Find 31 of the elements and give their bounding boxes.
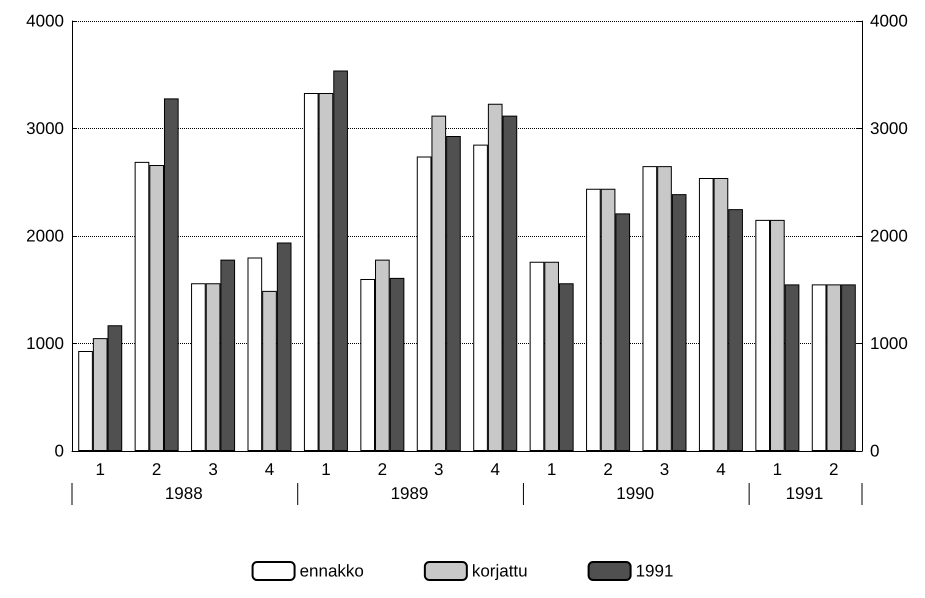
x-tick-label: 2 [152, 460, 162, 479]
x-tick-label: 4 [716, 460, 726, 479]
x-tick-label: 3 [434, 460, 444, 479]
text: 1989 [390, 484, 428, 503]
y-tick-label: 4000 [26, 12, 64, 30]
y2-tick-label: 1000 [870, 334, 908, 353]
x-tick-label: 1 [321, 460, 331, 479]
x-tick-label: 1 [772, 460, 782, 479]
legend-label: 1991 [786, 484, 824, 503]
y2-tick-label: 2000 [870, 226, 908, 246]
text: 1988 [164, 484, 203, 503]
y-tick-label: 0 [54, 442, 64, 460]
x-tick-label: 2 [378, 460, 388, 479]
y2-tick-label: 0 [870, 442, 880, 460]
x-tick-label: 4 [264, 460, 274, 479]
y2-tick-label: 3000 [870, 119, 908, 138]
y2-tick-label: 4000 [870, 12, 908, 30]
x-tick-label: 1 [95, 460, 105, 479]
y-tick-label: 2000 [26, 226, 64, 246]
text: 1991 [636, 562, 674, 580]
x-tick-label: 2 [603, 460, 613, 479]
legend-label: korjattu [472, 562, 528, 580]
x-tick-label: 3 [660, 460, 670, 479]
y-tick-label: 3000 [26, 119, 64, 138]
text: 1990 [616, 484, 654, 503]
y-tick-label: 1000 [26, 334, 64, 353]
legend-label: ennakko [300, 562, 364, 580]
x-tick-label: 2 [829, 460, 839, 479]
x-tick-label: 4 [490, 460, 500, 479]
x-tick-label: 1 [546, 460, 556, 479]
x-tick-label: 3 [208, 460, 218, 479]
